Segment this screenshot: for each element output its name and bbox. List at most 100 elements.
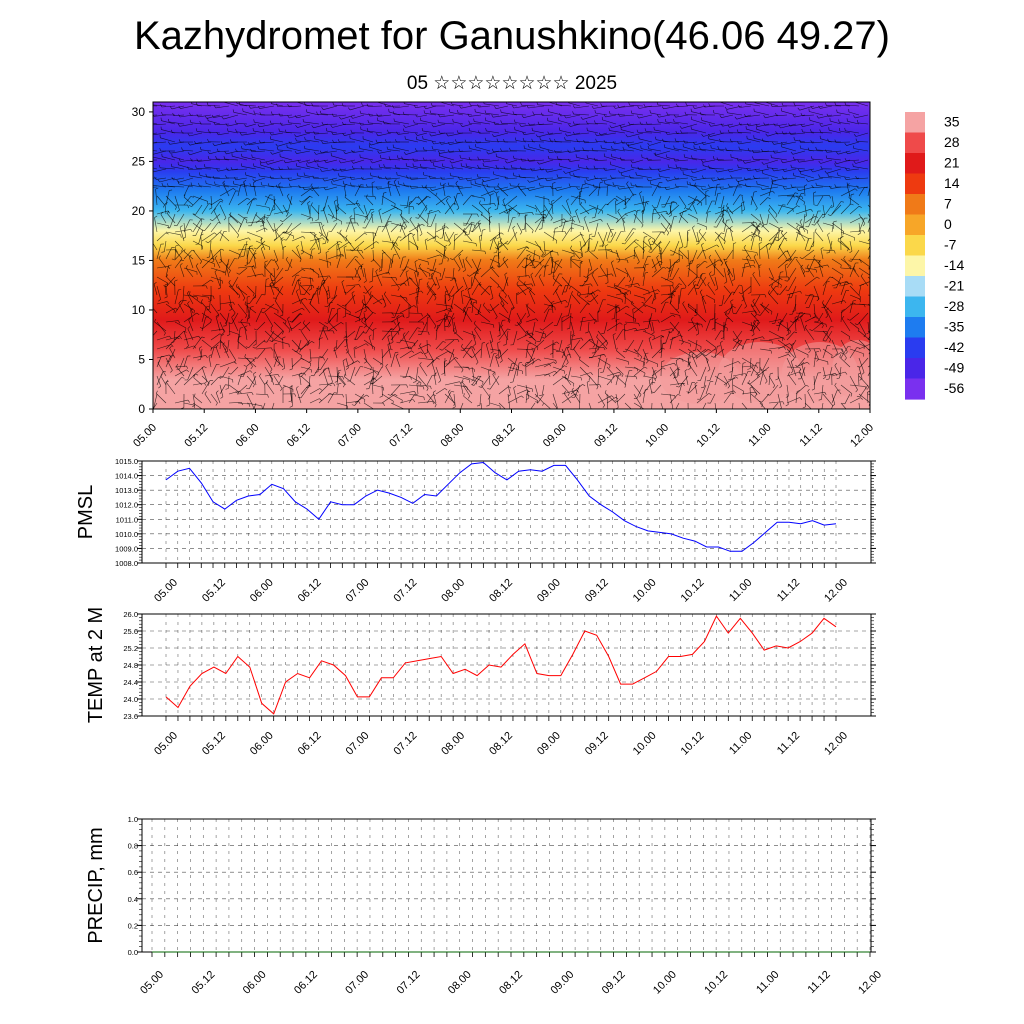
wind-barb [497,253,500,269]
wind-barb [658,186,671,189]
wind-barb [576,157,590,161]
wind-barb-tick [617,208,620,212]
wind-barb-tick [233,312,236,316]
wind-barb [236,286,248,296]
wind-barb [288,195,293,211]
wind-barb-tick [414,393,418,396]
wind-barb-tick [754,310,757,314]
wind-barb-tick [742,209,745,212]
wind-barb [327,253,342,260]
wind-barb [419,345,428,359]
wind-barb [255,214,266,224]
wind-barb-tick [576,389,579,393]
wind-barb [361,301,374,314]
wind-barb [201,279,211,287]
wind-barb-tick [493,237,497,241]
wind-barb [470,105,482,107]
wind-barb-tick [708,165,710,169]
wind-barb-tick [539,394,543,396]
wind-barb [387,182,392,197]
wind-barb [741,321,755,327]
wind-barb [743,247,752,260]
wind-barb-tick [763,224,767,226]
wind-barb-tick [439,237,443,239]
wind-barb [718,177,734,181]
wind-barb [591,274,599,287]
wind-barb [606,229,612,242]
wind-barb-tick [535,395,539,398]
wind-barb [534,330,546,335]
wind-barb [566,132,581,137]
wind-barb-tick [680,246,684,249]
wind-barb-tick [592,184,595,188]
wind-barb-tick [189,119,192,123]
wind-barb [303,121,320,125]
wind-barb [683,146,698,152]
wind-barb [416,139,428,143]
wind-barb [465,213,473,226]
wind-barb-tick [550,186,553,189]
wind-barb-tick [491,134,495,137]
wind-barb [201,294,214,297]
wind-barb [585,183,599,188]
wind-barb-tick [503,166,506,170]
wind-barb-tick [221,334,225,336]
wind-barb [179,357,185,370]
wind-barb-tick [600,178,603,182]
wind-barb-tick [448,324,451,328]
wind-barb-tick [594,110,596,114]
wind-barb [174,377,182,386]
wind-barb-tick [439,348,443,351]
wind-barb-tick [693,280,696,284]
wind-barb [732,330,740,341]
wind-barb [417,213,429,225]
wind-barb-tick [539,136,541,140]
wind-barb [390,276,400,289]
wind-barb [741,224,753,233]
wind-barb [802,114,815,117]
wind-barb [750,393,763,405]
wind-barb-tick [251,392,254,396]
wind-barb [749,375,761,385]
wind-barb-tick [748,380,750,384]
wind-barb-tick [595,138,597,142]
wind-barb [404,131,419,134]
wind-barb-tick [707,281,710,285]
wind-barb-tick [368,113,371,117]
wind-barb [288,222,302,233]
wind-barb [281,123,293,126]
wind-barb [631,303,644,314]
wind-barb [253,130,266,134]
wind-barb [462,222,475,226]
wind-barb [417,384,431,387]
wind-barb [574,149,590,152]
wind-barb [269,373,275,386]
wind-barb-tick [577,291,579,295]
wind-barb-tick [455,357,459,359]
wind-barb [426,375,433,386]
wind-barb [746,128,761,134]
wind-barb [386,177,401,180]
wind-barb-tick [519,232,523,235]
wind-barb [426,254,441,260]
wind-barb [619,114,635,117]
wind-barb [178,164,194,170]
wind-barb-tick [645,388,649,391]
wind-barb-tick [341,279,345,283]
wind-barb-tick [353,207,357,209]
wind-barb [345,393,348,409]
wind-barb [588,186,598,197]
wind-barb [669,393,674,409]
wind-barb-tick [803,201,805,205]
wind-barb [516,257,526,269]
wind-barb-tick [494,203,496,207]
wind-barb-tick [583,244,587,247]
wind-barb-tick [195,373,199,376]
wind-barb-tick [449,315,452,319]
wind-barb [516,283,527,296]
wind-barb [778,312,788,326]
wind-barb-tick [580,201,583,205]
wind-barb [363,241,377,251]
wind-barb-tick [590,372,593,375]
wind-barb [655,150,671,156]
